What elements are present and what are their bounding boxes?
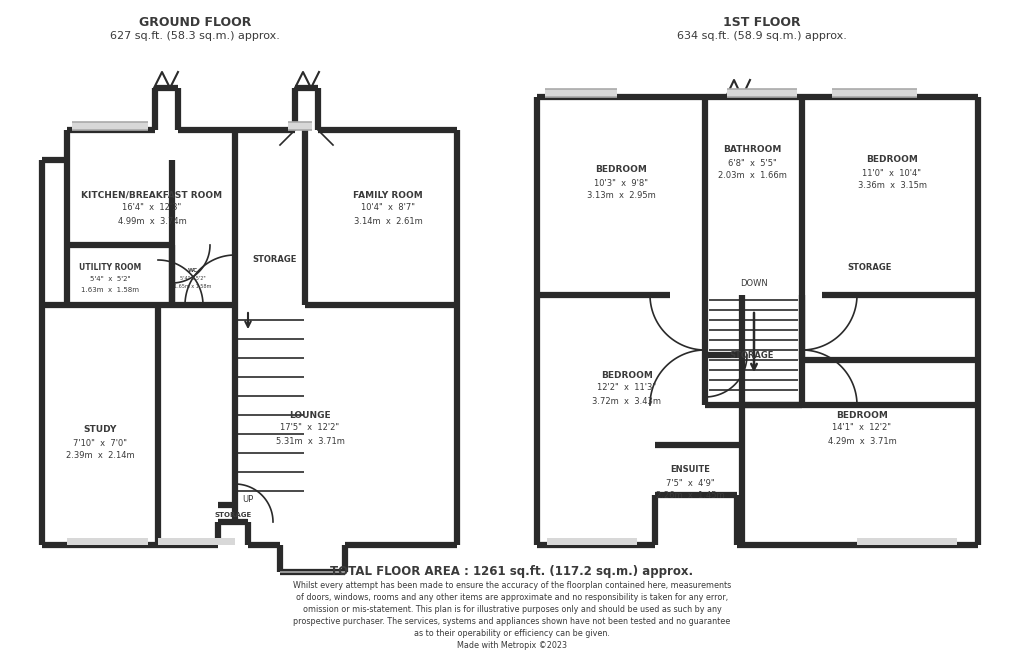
Text: of doors, windows, rooms and any other items are approximate and no responsibili: of doors, windows, rooms and any other i… [296, 594, 728, 602]
Text: 17'5"  x  12'2": 17'5" x 12'2" [281, 424, 340, 432]
Text: 3.72m  x  3.43m: 3.72m x 3.43m [593, 397, 662, 405]
Text: 1.65m x 1.58m: 1.65m x 1.58m [174, 285, 212, 289]
Text: 4.29m  x  3.71m: 4.29m x 3.71m [827, 436, 896, 445]
Text: WC: WC [188, 268, 198, 273]
Text: BEDROOM: BEDROOM [836, 411, 888, 420]
Text: 16'4"  x  12'3": 16'4" x 12'3" [123, 204, 181, 212]
Text: 2.03m  x  1.66m: 2.03m x 1.66m [718, 171, 786, 181]
Text: BEDROOM: BEDROOM [601, 370, 653, 380]
Bar [545, 89, 617, 97]
Text: 3.14m  x  2.61m: 3.14m x 2.61m [353, 217, 422, 225]
Text: 627 sq.ft. (58.3 sq.m.) approx.: 627 sq.ft. (58.3 sq.m.) approx. [110, 31, 280, 41]
Text: prospective purchaser. The services, systems and appliances shown have not been : prospective purchaser. The services, sys… [293, 617, 731, 627]
Text: STORAGE: STORAGE [214, 512, 252, 518]
Text: 2.39m  x  2.14m: 2.39m x 2.14m [66, 451, 134, 461]
Bar [288, 122, 312, 130]
Text: BATHROOM: BATHROOM [723, 146, 781, 154]
Text: 5'4" x 5'2": 5'4" x 5'2" [180, 277, 206, 281]
Text: KITCHEN/BREAKFAST ROOM: KITCHEN/BREAKFAST ROOM [82, 190, 222, 200]
Bar [727, 89, 797, 97]
Text: BEDROOM: BEDROOM [595, 165, 647, 175]
Text: 10'3"  x  9'8": 10'3" x 9'8" [594, 179, 648, 188]
Text: 2.26m  x  1.45m: 2.26m x 1.45m [655, 492, 724, 500]
Text: omission or mis-statement. This plan is for illustrative purposes only and shoul: omission or mis-statement. This plan is … [303, 606, 721, 614]
Text: 3.36m  x  3.15m: 3.36m x 3.15m [857, 181, 927, 190]
Text: 1ST FLOOR: 1ST FLOOR [723, 16, 801, 28]
Text: as to their operability or efficiency can be given.: as to their operability or efficiency ca… [414, 629, 610, 639]
Text: STORAGE: STORAGE [253, 256, 297, 264]
Bar [158, 538, 234, 545]
Text: 3.13m  x  2.95m: 3.13m x 2.95m [587, 192, 655, 200]
Bar [67, 538, 148, 545]
Text: 14'1"  x  12'2": 14'1" x 12'2" [833, 424, 892, 432]
Text: 4.99m  x  3.74m: 4.99m x 3.74m [118, 217, 186, 225]
Text: STUDY: STUDY [83, 426, 117, 434]
Text: 6'8"  x  5'5": 6'8" x 5'5" [728, 159, 776, 167]
Text: 10'4"  x  8'7": 10'4" x 8'7" [361, 204, 415, 212]
Text: FAMILY ROOM: FAMILY ROOM [353, 190, 423, 200]
Text: 5'4"  x  5'2": 5'4" x 5'2" [90, 276, 130, 282]
Text: 12'2"  x  11'3": 12'2" x 11'3" [597, 384, 656, 393]
Text: UP: UP [243, 496, 254, 505]
Text: UTILITY ROOM: UTILITY ROOM [79, 264, 141, 273]
Text: 5.31m  x  3.71m: 5.31m x 3.71m [275, 436, 344, 445]
Text: 1.63m  x  1.58m: 1.63m x 1.58m [81, 287, 139, 293]
Text: BEDROOM: BEDROOM [866, 156, 918, 165]
Bar [857, 538, 957, 545]
Text: TOTAL FLOOR AREA : 1261 sq.ft. (117.2 sq.m.) approx.: TOTAL FLOOR AREA : 1261 sq.ft. (117.2 sq… [331, 565, 693, 579]
Text: STORAGE: STORAGE [848, 264, 892, 273]
Text: Made with Metropix ©2023: Made with Metropix ©2023 [457, 641, 567, 650]
Text: 7'10"  x  7'0": 7'10" x 7'0" [73, 438, 127, 447]
Text: STORAGE: STORAGE [730, 351, 774, 360]
Text: 11'0"  x  10'4": 11'0" x 10'4" [862, 169, 922, 177]
Text: 634 sq.ft. (58.9 sq.m.) approx.: 634 sq.ft. (58.9 sq.m.) approx. [677, 31, 847, 41]
Bar [831, 89, 918, 97]
Bar [72, 122, 148, 130]
Text: GROUND FLOOR: GROUND FLOOR [139, 16, 251, 28]
Text: 7'5"  x  4'9": 7'5" x 4'9" [666, 478, 715, 488]
Text: LOUNGE: LOUNGE [289, 411, 331, 420]
Text: Whilst every attempt has been made to ensure the accuracy of the floorplan conta: Whilst every attempt has been made to en… [293, 581, 731, 590]
Text: ENSUITE: ENSUITE [670, 465, 710, 474]
Bar [547, 538, 637, 545]
Text: DOWN: DOWN [740, 279, 768, 287]
